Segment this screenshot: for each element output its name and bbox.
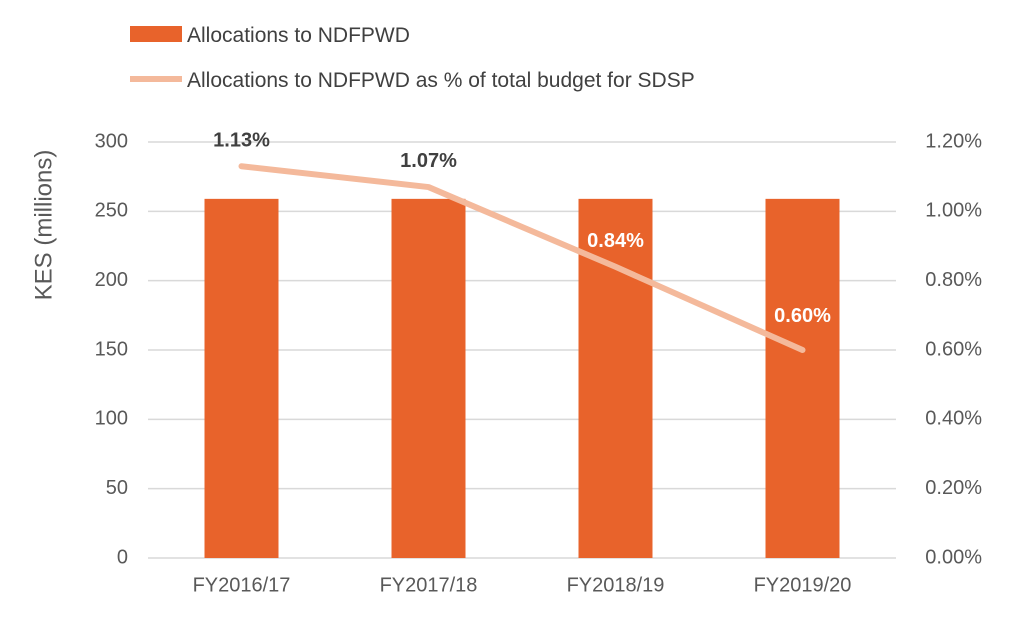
percent-line (238, 163, 806, 353)
data-labels: 1.13% 1.07% 0.84% 0.60% (213, 129, 831, 327)
bar (765, 198, 840, 558)
y-tick-label: 250 (95, 200, 128, 222)
y2-tick-label: 1.20% (925, 130, 982, 152)
line-data-label: 1.13% (213, 129, 270, 151)
legend-label-line: Allocations to NDFPWD as % of total budg… (187, 69, 695, 92)
legend-label-bar: Allocations to NDFPWD (187, 24, 410, 47)
y-tick-label: 150 (95, 338, 128, 360)
y2-tick-label: 1.00% (925, 200, 982, 222)
y-tick-label: 0 (117, 546, 128, 568)
x-tick-label: FY2017/18 (380, 574, 478, 596)
y2-tick-label: 0.60% (925, 338, 982, 360)
y2-axis-tick-labels: 0.00% 0.20% 0.40% 0.60% 0.80% 1.00% 1.20% (925, 130, 982, 568)
y2-tick-label: 0.40% (925, 408, 982, 430)
y-tick-label: 200 (95, 269, 128, 291)
y-axis-title: KES (millions) (30, 150, 57, 301)
legend-swatch-bar (130, 26, 182, 42)
line-data-label: 0.84% (587, 230, 644, 252)
bars (204, 198, 840, 558)
percent-line-path (238, 163, 806, 353)
x-tick-label: FY2018/19 (567, 574, 665, 596)
y2-tick-label: 0.20% (925, 477, 982, 499)
legend: Allocations to NDFPWD Allocations to NDF… (130, 24, 695, 92)
y-tick-label: 50 (106, 477, 128, 499)
x-tick-label: FY2019/20 (754, 574, 852, 596)
y-tick-label: 300 (95, 130, 128, 152)
y2-tick-label: 0.00% (925, 546, 982, 568)
y-tick-label: 100 (95, 408, 128, 430)
bar (391, 198, 466, 558)
y2-tick-label: 0.80% (925, 269, 982, 291)
line-data-label: 0.60% (774, 305, 831, 327)
line-data-label: 1.07% (400, 150, 457, 172)
x-axis-tick-labels: FY2016/17 FY2017/18 FY2018/19 FY2019/20 (193, 574, 852, 596)
x-tick-label: FY2016/17 (193, 574, 291, 596)
bar (204, 198, 279, 558)
y-axis-tick-labels: 0 50 100 150 200 250 300 (95, 130, 128, 568)
